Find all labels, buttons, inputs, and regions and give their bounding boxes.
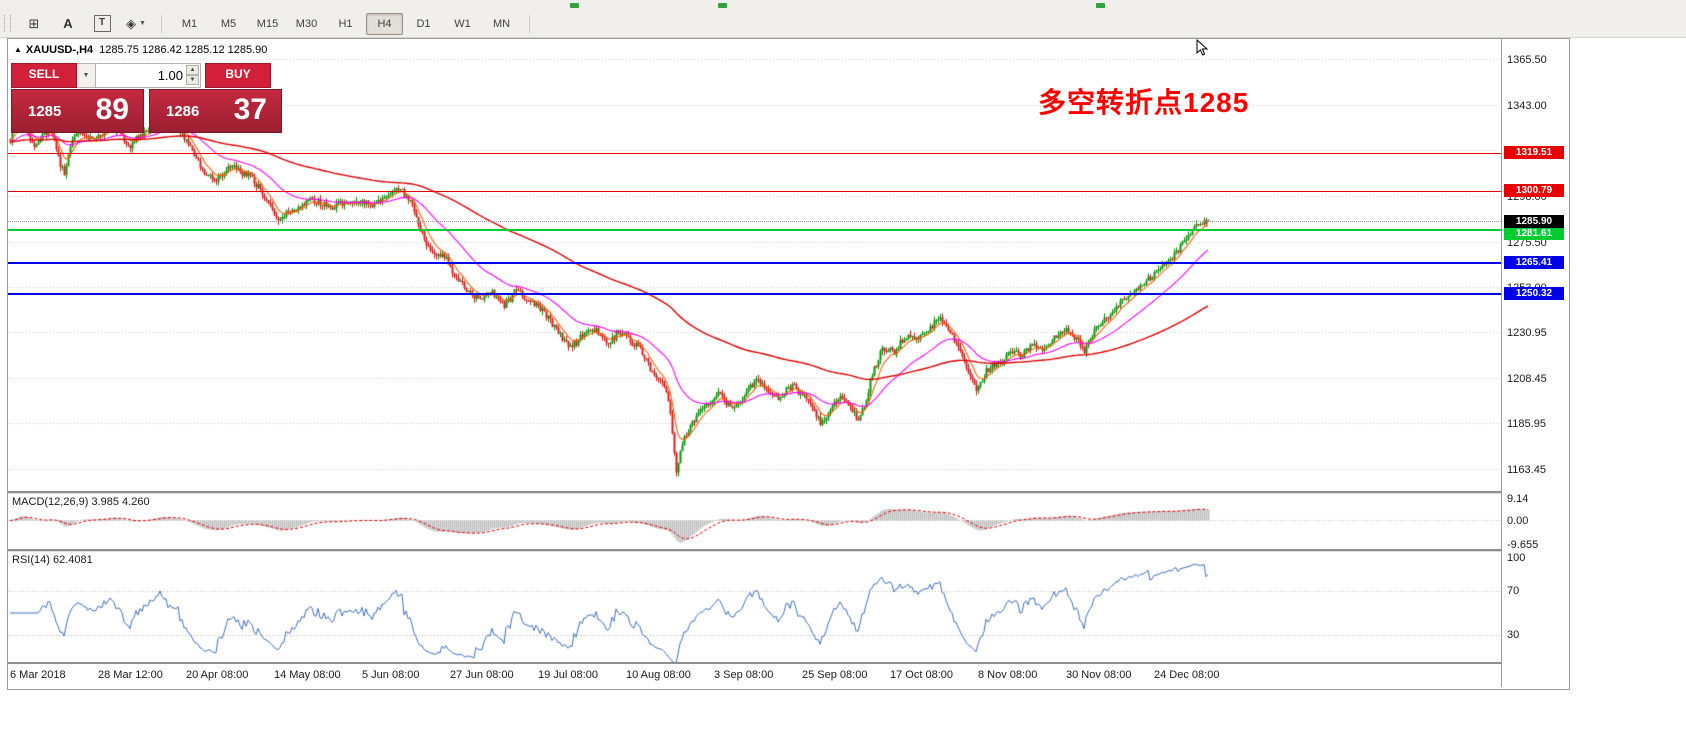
horizontal-line-1250.32[interactable] <box>8 292 1501 295</box>
bid-price-box[interactable]: 1285 89 <box>11 89 144 133</box>
timeframe-group: M1 M5 M15 M30 H1 H4 D1 W1 MN <box>170 12 521 35</box>
macd-scale-label: 0.00 <box>1507 515 1529 527</box>
price-axis-label: 1208.45 <box>1507 372 1547 385</box>
toolbar: ⊞ A T ◈ ▼ M1 M5 M15 M30 H1 H4 D1 W1 MN <box>0 10 1686 38</box>
time-axis-label: 17 Oct 08:00 <box>890 669 953 681</box>
timeframe-button-h4[interactable]: H4 <box>366 12 403 35</box>
pane-separator[interactable] <box>8 491 1567 494</box>
ohlc-values: 1285.75 1286.42 1285.12 1285.90 <box>99 44 268 56</box>
spin-down-icon[interactable]: ▼ <box>186 75 199 85</box>
time-axis-label: 14 May 08:00 <box>274 669 341 681</box>
time-axis-label: 27 Jun 08:00 <box>450 669 514 681</box>
text-label-icon[interactable]: T <box>85 13 119 35</box>
rsi-canvas[interactable] <box>8 552 1501 662</box>
grid-snap-glyph: ⊞ <box>28 15 40 31</box>
macd-scale-label: 9.14 <box>1507 493 1529 505</box>
timeframe-button-w1[interactable]: W1 <box>454 17 471 30</box>
timeframe-button-mn[interactable]: MN <box>492 17 511 30</box>
horizontal-line-1300.79[interactable] <box>8 190 1501 192</box>
time-axis[interactable]: 6 Mar 2018 28 Mar 12:00 20 Apr 08:00 14 May… <box>8 664 1501 687</box>
clipped-icon-fragment <box>1096 3 1105 8</box>
clipped-icon-fragment <box>570 3 579 8</box>
ask-prefix: 1286 <box>166 103 200 120</box>
rsi-scale-label: 100 <box>1507 552 1526 564</box>
price-tag-1265.41: 1265.41 <box>1504 256 1564 270</box>
clipped-icon-fragment <box>718 3 727 8</box>
timeframe-button-m30[interactable]: M30 <box>295 17 318 30</box>
rsi-scale-label: 70 <box>1507 585 1520 597</box>
timeframe-button-m1[interactable]: M1 <box>181 17 198 30</box>
toolbar-grip[interactable] <box>4 15 11 32</box>
caret-down-icon: ▼ <box>139 20 146 27</box>
bid-prefix: 1285 <box>28 103 62 120</box>
timeframe-button-m5[interactable]: M5 <box>220 17 237 30</box>
collapse-triangle-icon[interactable]: ▲ <box>14 45 22 54</box>
time-axis-label: 8 Nov 08:00 <box>978 669 1038 681</box>
buy-button[interactable]: BUY <box>205 63 271 88</box>
time-axis-label: 24 Dec 08:00 <box>1154 669 1220 681</box>
volume-dropdown[interactable]: ▼ <box>77 63 96 88</box>
text-tool-glyph: T <box>93 15 111 32</box>
time-axis-label: 19 Jul 08:00 <box>538 669 598 681</box>
macd-scale-label: -9.655 <box>1507 539 1539 551</box>
mouse-cursor <box>1196 39 1209 56</box>
price-axis-label: 1230.95 <box>1507 326 1547 339</box>
horizontal-line-1265.41[interactable] <box>8 262 1501 265</box>
time-axis-label: 25 Sep 08:00 <box>802 669 868 681</box>
symbol-name: XAUUSD-,H4 <box>25 44 94 56</box>
pane-separator[interactable] <box>8 549 1567 552</box>
price-axis[interactable]: 1365.501343.001320.501298.001275.501253.… <box>1502 39 1567 687</box>
ask-price-box[interactable]: 1286 37 <box>149 89 282 133</box>
price-axis-label: 1343.00 <box>1507 99 1547 112</box>
timeframe-button-h1[interactable]: H1 <box>338 17 353 30</box>
price-tag-1281.61: 1281.61 <box>1504 227 1564 241</box>
spin-up-icon[interactable]: ▲ <box>186 65 199 75</box>
time-axis-label: 10 Aug 08:00 <box>626 669 691 681</box>
time-axis-label: 3 Sep 08:00 <box>714 669 774 681</box>
annotate-a-glyph: A <box>63 16 73 31</box>
caret-down-icon: ▼ <box>82 72 90 79</box>
toolbar-separator <box>529 14 530 33</box>
volume-spinner: ▲ ▼ <box>186 65 199 85</box>
horizontal-line-1281.61[interactable] <box>8 229 1501 232</box>
shapes-dropdown[interactable]: ◈ ▼ <box>119 13 153 35</box>
price-axis-label: 1365.50 <box>1507 54 1547 67</box>
time-axis-label: 30 Nov 08:00 <box>1066 669 1132 681</box>
annotate-text-icon[interactable]: A <box>51 13 85 35</box>
sell-button[interactable]: SELL <box>11 63 77 88</box>
macd-canvas[interactable] <box>8 494 1501 548</box>
current-price-line <box>8 220 1501 222</box>
time-axis-label: 28 Mar 12:00 <box>98 669 163 681</box>
rsi-scale-label: 30 <box>1507 629 1520 641</box>
price-axis-label: 1185.95 <box>1507 418 1546 431</box>
chart-window: 1365.501343.001320.501298.001275.501253.… <box>7 38 1570 690</box>
timeframe-button-d1[interactable]: D1 <box>416 17 431 30</box>
time-axis-label: 5 Jun 08:00 <box>362 669 420 681</box>
timeframe-button-m15[interactable]: M15 <box>256 17 279 30</box>
price-tag-current: 1285.90 <box>1504 214 1564 228</box>
one-click-trading-panel: SELL ▼ 1.00 ▲ ▼ BUY 1285 89 1286 <box>11 63 283 133</box>
volume-field[interactable]: 1.00 ▲ ▼ <box>96 63 201 88</box>
price-axis-border <box>1501 39 1502 687</box>
time-axis-label: 20 Apr 08:00 <box>186 669 249 681</box>
shapes-icon: ◈ <box>126 15 137 31</box>
ask-big-digits: 37 <box>233 93 267 126</box>
macd-indicator-label: MACD(12,26,9) 3.985 4.260 <box>12 496 150 508</box>
price-tag-1319.51: 1319.51 <box>1504 146 1564 160</box>
bid-big-digits: 89 <box>95 93 129 126</box>
grid-snap-icon[interactable]: ⊞ <box>17 13 51 35</box>
time-axis-label: 6 Mar 2018 <box>10 669 66 681</box>
chart-symbol-header: ▲ XAUUSD-,H4 1285.75 1286.42 1285.12 1285.… <box>14 44 267 56</box>
rsi-indicator-label: RSI(14) 62.4081 <box>12 554 93 566</box>
toolbar-separator <box>161 14 162 33</box>
horizontal-line-1319.51[interactable] <box>8 152 1501 154</box>
price-tag-1300.79: 1300.79 <box>1504 184 1564 198</box>
price-tag-1250.32: 1250.32 <box>1504 286 1564 300</box>
price-axis-label: 1163.45 <box>1507 463 1546 476</box>
volume-value: 1.00 <box>157 68 183 83</box>
chart-annotation-text[interactable]: 多空转折点1285 <box>1038 87 1250 118</box>
